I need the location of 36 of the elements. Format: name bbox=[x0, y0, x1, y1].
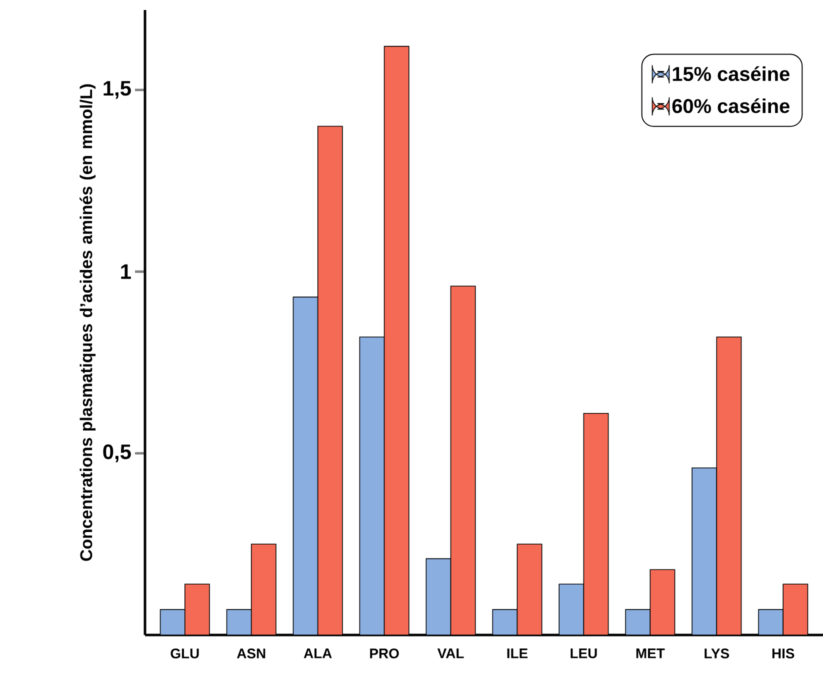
bar bbox=[384, 46, 410, 635]
bar bbox=[650, 569, 676, 635]
bar bbox=[359, 336, 385, 635]
y-axis-title: Concentrations plasmatiques d’acides aminés (en mmol/L) bbox=[80, 84, 96, 561]
legend-label: 60% caséine bbox=[672, 98, 790, 114]
bar bbox=[692, 467, 718, 635]
y-tick-label: 1 bbox=[121, 264, 131, 279]
x-tick-label: ASN bbox=[236, 648, 266, 658]
y-tick-label: 0,5 bbox=[103, 444, 131, 462]
x-tick-label: LYS bbox=[704, 648, 730, 658]
bar bbox=[450, 286, 476, 635]
bar bbox=[516, 544, 542, 635]
bar bbox=[184, 584, 210, 635]
bar bbox=[758, 609, 784, 635]
x-tick-label: MET bbox=[636, 648, 665, 658]
bar bbox=[558, 584, 584, 635]
x-tick-label: LEU bbox=[570, 648, 597, 658]
bar bbox=[226, 609, 252, 635]
bar bbox=[250, 544, 276, 635]
x-tick-label: GLU bbox=[170, 648, 199, 658]
bar bbox=[782, 584, 808, 635]
legend-label: 15% caséine bbox=[672, 66, 790, 82]
x-tick-label: HIS bbox=[772, 648, 794, 658]
bar bbox=[426, 558, 452, 635]
bar bbox=[292, 296, 318, 635]
bar bbox=[317, 126, 343, 635]
bar bbox=[716, 336, 742, 635]
bar bbox=[492, 609, 518, 635]
bar bbox=[160, 609, 186, 635]
x-tick-label: ILE bbox=[507, 648, 528, 658]
y-tick-label: 1,5 bbox=[104, 81, 131, 99]
x-tick-label: ALA bbox=[304, 648, 332, 658]
x-tick-label: PRO bbox=[370, 648, 399, 658]
bar bbox=[625, 609, 651, 635]
x-tick-label: VAL bbox=[437, 648, 464, 658]
bar bbox=[583, 412, 609, 635]
